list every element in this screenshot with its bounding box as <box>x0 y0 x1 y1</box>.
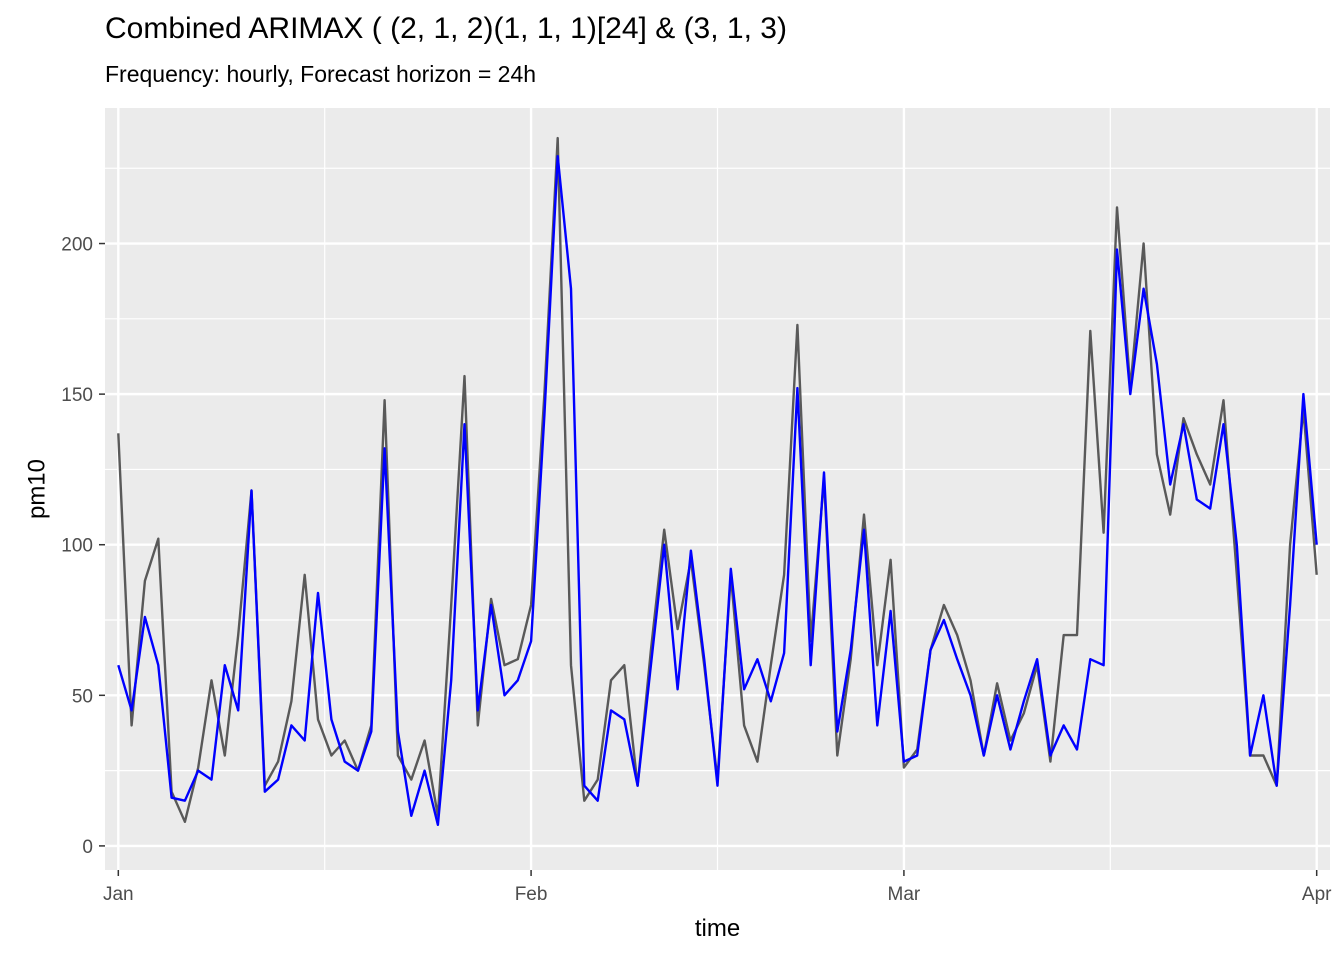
series-layer <box>117 136 1318 826</box>
y-tick-label: 0 <box>82 837 93 858</box>
y-tick-label: 150 <box>61 385 93 406</box>
y-tick-label: 200 <box>61 235 93 256</box>
x-tick-label: Feb <box>515 884 548 905</box>
y-tick-label: 100 <box>61 536 93 557</box>
x-tick-label: Mar <box>888 884 921 905</box>
y-tick-label: 50 <box>72 686 93 707</box>
y-axis-title: pm10 <box>23 459 50 519</box>
x-tick-label: Jan <box>103 884 134 905</box>
x-axis-title: time <box>695 915 740 942</box>
axis-ticks: 0 50 100 150 200 Jan Feb Mar Apr <box>61 235 1332 905</box>
chart-title: Combined ARIMAX ( (2, 1, 2)(1, 1, 1)[24]… <box>105 12 787 45</box>
x-tick-label: Apr <box>1302 884 1332 905</box>
series-line-2 <box>117 154 1318 826</box>
chart-subtitle: Frequency: hourly, Forecast horizon = 24… <box>105 61 537 87</box>
